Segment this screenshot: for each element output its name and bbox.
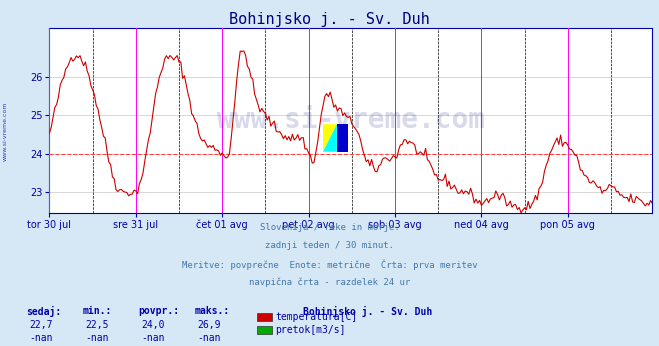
Text: Bohinjsko j. - Sv. Duh: Bohinjsko j. - Sv. Duh (303, 306, 432, 317)
Text: -nan: -nan (142, 333, 165, 343)
Text: www.si-vreme.com: www.si-vreme.com (3, 102, 8, 161)
Text: 24,0: 24,0 (142, 320, 165, 330)
Text: navpična črta - razdelek 24 ur: navpična črta - razdelek 24 ur (249, 277, 410, 286)
Text: -nan: -nan (198, 333, 221, 343)
Text: povpr.:: povpr.: (138, 306, 179, 316)
Text: Slovenija / reke in morje.: Slovenija / reke in morje. (260, 223, 399, 232)
Text: www.si-vreme.com: www.si-vreme.com (217, 106, 485, 134)
Text: pretok[m3/s]: pretok[m3/s] (275, 325, 346, 335)
Polygon shape (323, 124, 337, 152)
Text: sedaj:: sedaj: (26, 306, 61, 317)
Text: temperatura[C]: temperatura[C] (275, 312, 358, 322)
Polygon shape (323, 124, 337, 152)
Text: maks.:: maks.: (194, 306, 229, 316)
Text: Meritve: povprečne  Enote: metrične  Črta: prva meritev: Meritve: povprečne Enote: metrične Črta:… (182, 259, 477, 270)
Text: -nan: -nan (30, 333, 53, 343)
Bar (337, 124, 348, 152)
Text: 22,5: 22,5 (86, 320, 109, 330)
Text: 22,7: 22,7 (30, 320, 53, 330)
Text: min.:: min.: (82, 306, 112, 316)
Text: zadnji teden / 30 minut.: zadnji teden / 30 minut. (265, 241, 394, 250)
Text: 26,9: 26,9 (198, 320, 221, 330)
Text: -nan: -nan (86, 333, 109, 343)
Text: Bohinjsko j. - Sv. Duh: Bohinjsko j. - Sv. Duh (229, 12, 430, 27)
